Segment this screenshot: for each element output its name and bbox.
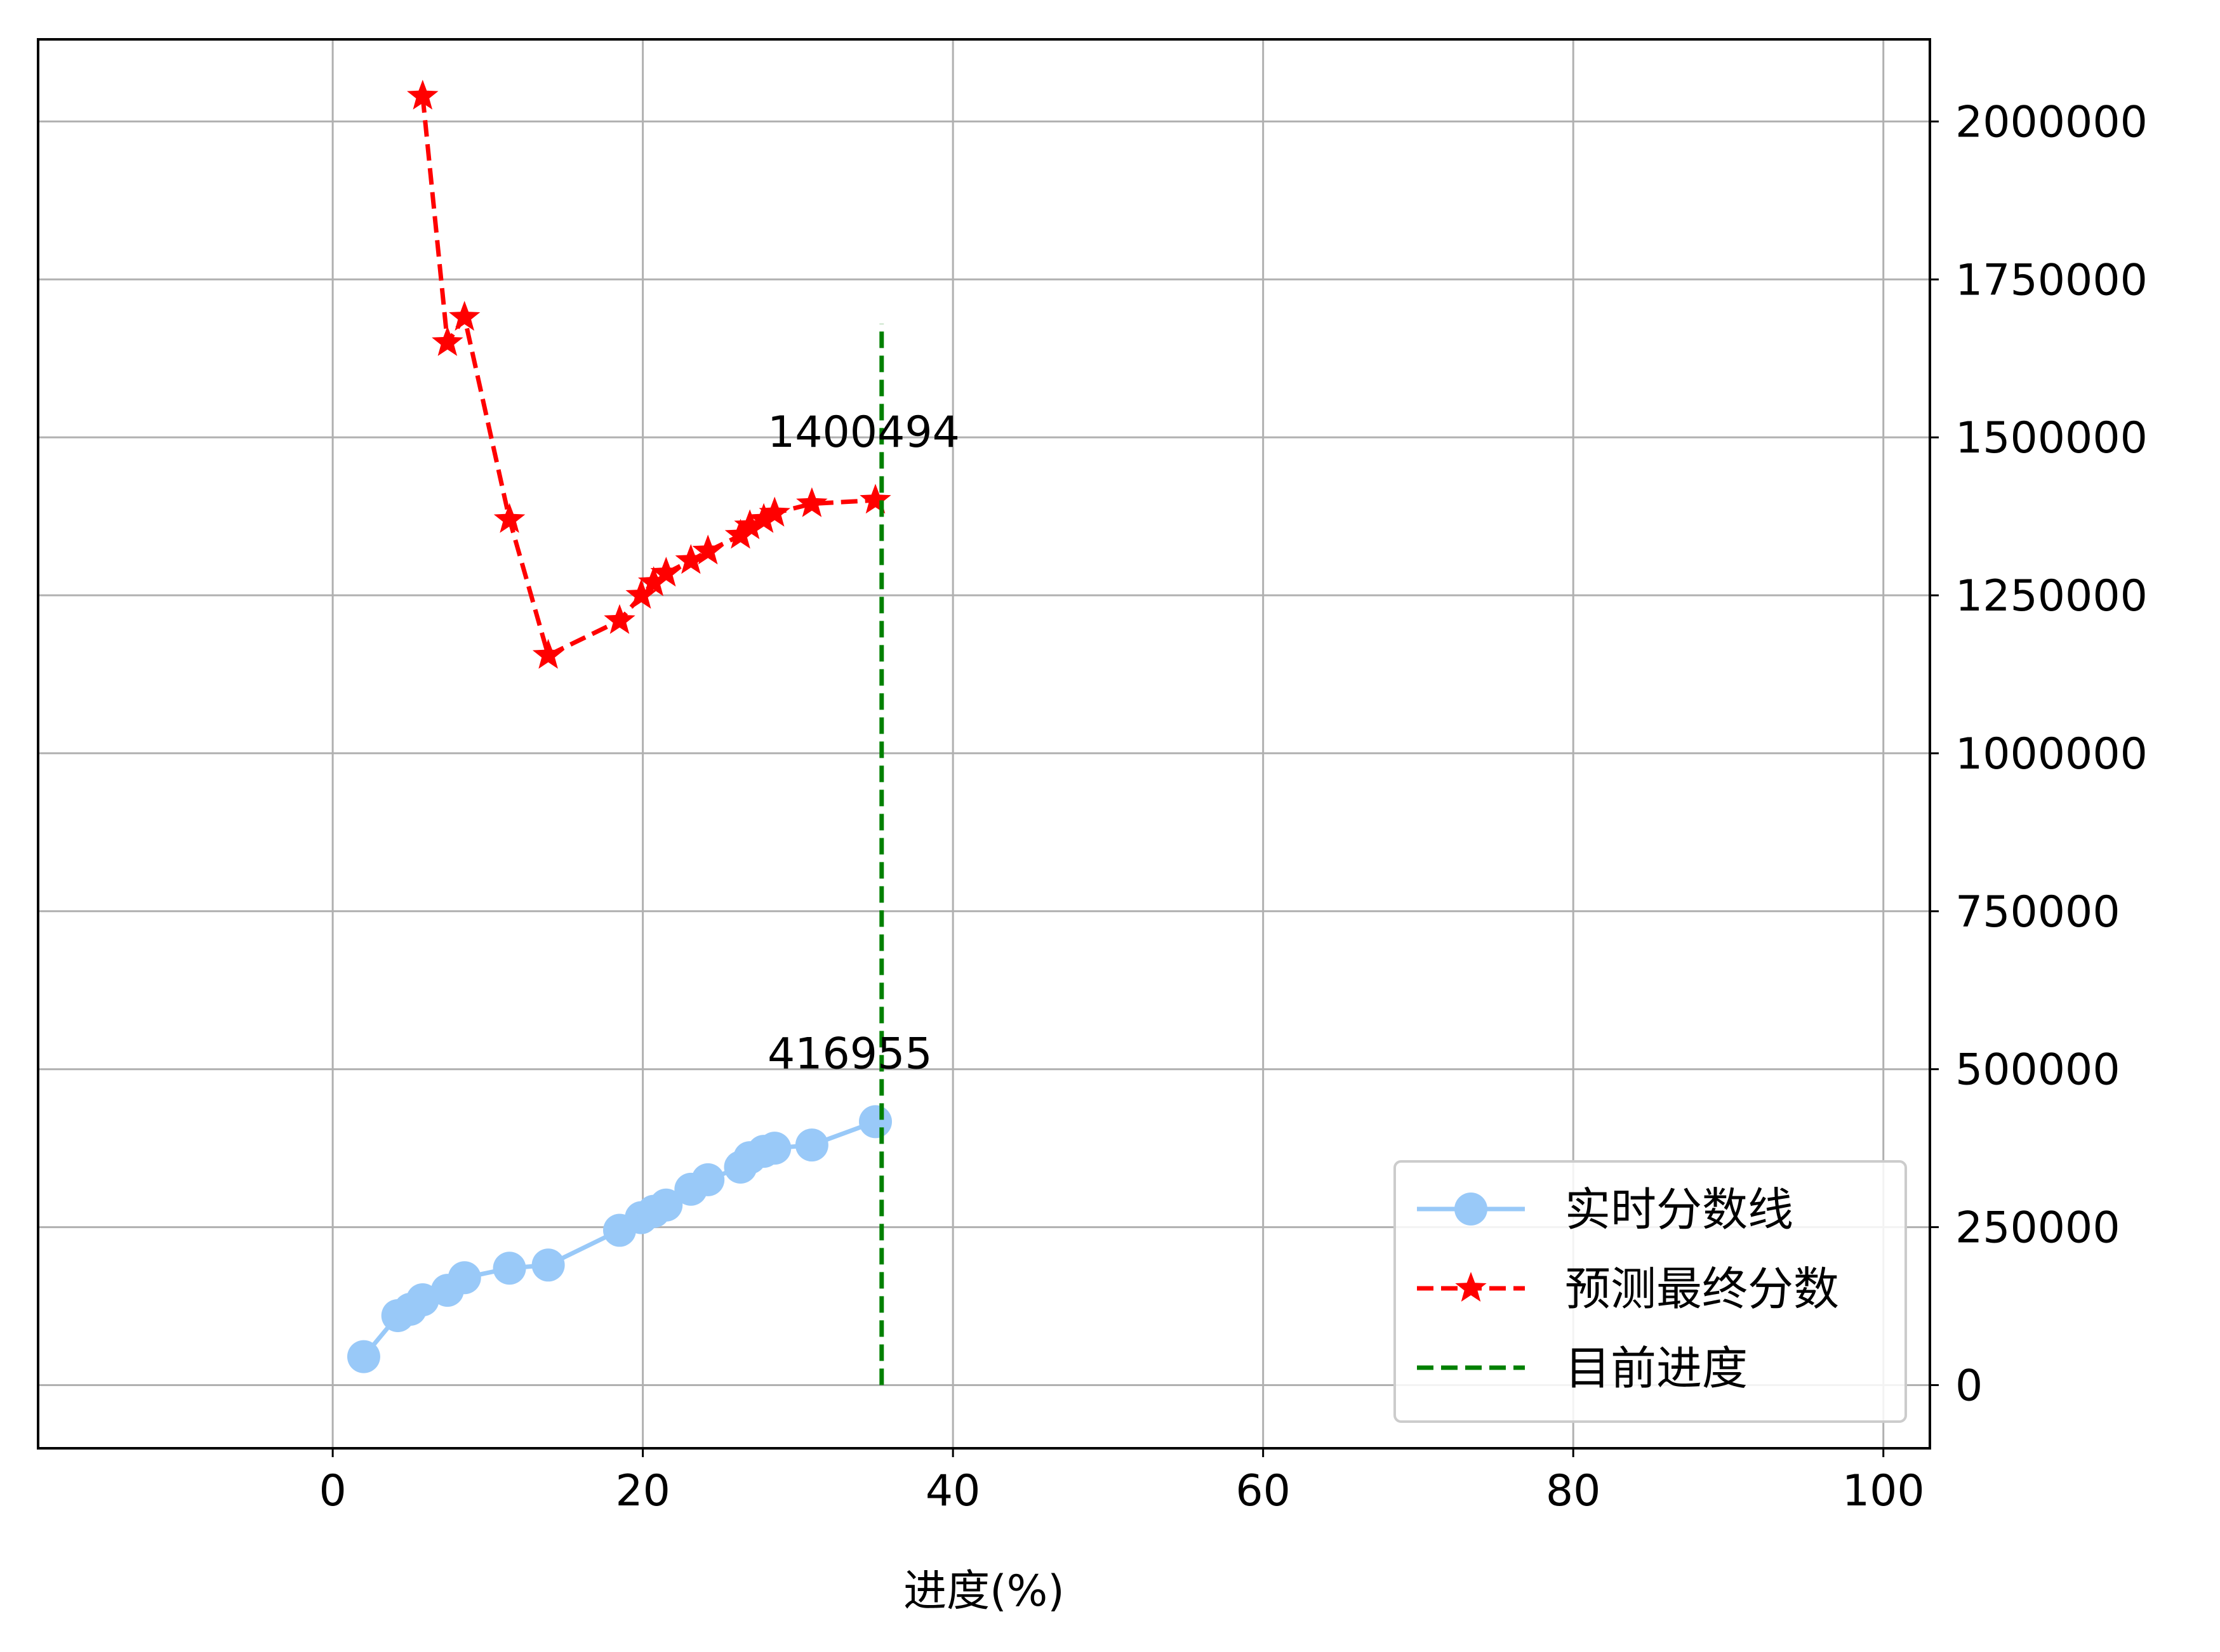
- data-point-realtime: [531, 1248, 565, 1282]
- data-point-realtime: [406, 1283, 439, 1317]
- y-tick-label: 1250000: [1955, 571, 2148, 621]
- data-point-realtime: [758, 1132, 792, 1165]
- data-point-prediction: [675, 544, 707, 574]
- series-layer: [347, 79, 893, 1385]
- annotations: 1400494 416955: [768, 407, 960, 1079]
- x-tick-label: 60: [1235, 1466, 1291, 1516]
- legend-box: [1393, 1160, 1907, 1423]
- legend-marker-prediction: [1455, 1272, 1487, 1302]
- legend-label-prediction: 预测最终分数: [1565, 1262, 1839, 1316]
- data-point-realtime: [691, 1163, 725, 1196]
- data-point-prediction: [407, 79, 439, 110]
- plot-frame: [37, 38, 1931, 1450]
- data-point-realtime: [795, 1128, 828, 1162]
- data-point-prediction: [532, 638, 564, 669]
- data-point-prediction: [493, 503, 526, 533]
- data-point-realtime: [493, 1252, 526, 1285]
- axis-ticks: 0 20 40 60 80 100 0 250000 500000 750000 1000000 12…: [319, 97, 2147, 1516]
- series-prediction: [407, 79, 891, 669]
- x-tick-label: 0: [319, 1466, 346, 1516]
- x-tick-label: 80: [1546, 1466, 1601, 1516]
- y-tick-label: 1750000: [1955, 255, 2148, 305]
- data-point-realtime: [448, 1261, 481, 1295]
- x-axis-title: 进度(%): [903, 1566, 1065, 1616]
- data-point-realtime: [347, 1340, 380, 1373]
- legend-label-progress: 目前进度: [1565, 1342, 1748, 1395]
- data-point-prediction: [625, 579, 657, 609]
- x-tick-label: 100: [1842, 1466, 1925, 1516]
- data-point-prediction: [650, 557, 682, 587]
- y-tick-label: 2000000: [1955, 97, 2148, 147]
- x-tick-label: 20: [615, 1466, 670, 1516]
- series-realtime: [347, 1105, 893, 1373]
- x-tick-label: 40: [926, 1466, 981, 1516]
- data-point-prediction: [748, 503, 780, 533]
- data-point-prediction: [860, 484, 891, 514]
- data-point-prediction: [692, 534, 724, 565]
- data-point-realtime: [649, 1188, 683, 1222]
- data-point-prediction: [449, 301, 481, 331]
- data-point-prediction: [432, 326, 463, 356]
- legend-label-realtime: 实时分数线: [1565, 1183, 1793, 1236]
- data-point-realtime: [859, 1105, 893, 1139]
- legend-marker-realtime: [1454, 1193, 1487, 1226]
- y-tick-label: 750000: [1955, 887, 2120, 937]
- y-tick-label: 1500000: [1955, 413, 2148, 463]
- data-point-prediction: [724, 519, 757, 549]
- y-tick-label: 1000000: [1955, 729, 2148, 779]
- annotation-final-prediction: 1400494: [768, 407, 960, 458]
- gridlines: [38, 39, 1930, 1448]
- y-tick-label: 0: [1955, 1361, 1983, 1411]
- data-point-prediction: [759, 496, 790, 527]
- legend: 实时分数线 预测最终分数 目前进度: [1393, 1160, 1907, 1423]
- y-tick-label: 250000: [1955, 1203, 2120, 1253]
- legend-swatch-prediction: [1417, 1272, 1525, 1302]
- data-point-prediction: [638, 566, 670, 597]
- legend-swatch-realtime: [1417, 1193, 1525, 1226]
- y-tick-label: 500000: [1955, 1045, 2120, 1095]
- annotation-current-score: 416955: [768, 1029, 933, 1079]
- data-point-prediction: [796, 487, 828, 517]
- data-point-prediction: [734, 509, 766, 539]
- data-point-prediction: [604, 604, 635, 634]
